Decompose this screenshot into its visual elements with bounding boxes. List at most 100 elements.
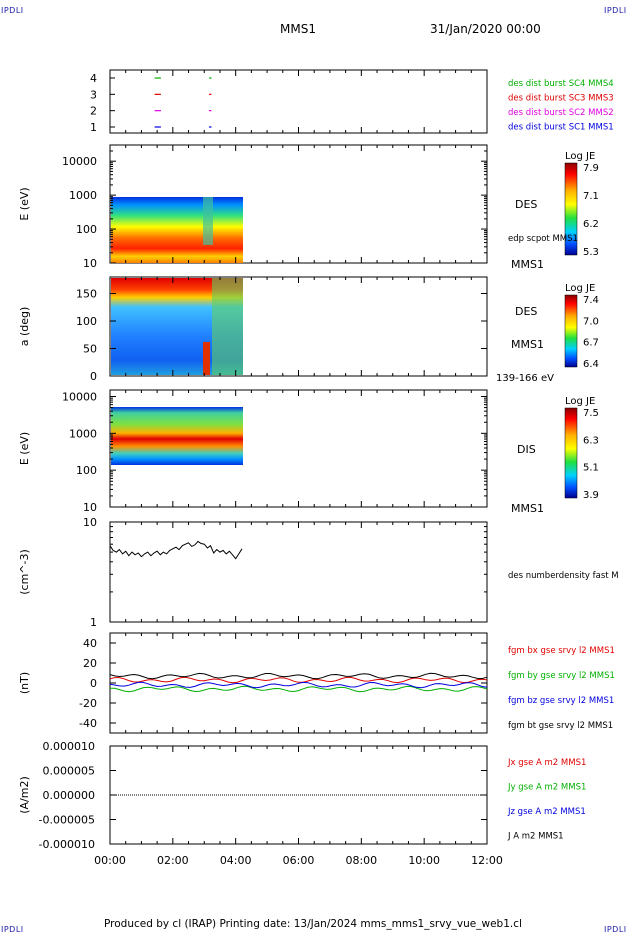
ytick-label: 0.000005 [43, 765, 96, 778]
ytick-label: -40 [79, 717, 97, 730]
xtick-label: 06:00 [283, 854, 315, 867]
xtick-label: 04:00 [220, 854, 252, 867]
y-axis-label: E (eV) [18, 187, 31, 220]
colorbar-tick-label: 3.9 [583, 490, 599, 501]
ytick-label: 100 [76, 315, 97, 328]
ytick-label: 0.000000 [43, 789, 96, 802]
corner-label-bottom-right: IPDLI [604, 925, 627, 934]
colorbar-des-energy [564, 162, 578, 256]
date-title: 31/Jan/2020 00:00 [430, 22, 541, 36]
colorbar-tick-label: 7.1 [583, 191, 599, 202]
right-label: MMS1 [511, 338, 544, 351]
corner-label-bottom-left: IPDLI [1, 925, 24, 934]
panel-frame-density [109, 521, 488, 623]
ytick-label: -0.000005 [39, 814, 95, 827]
y-axis-label: E (eV) [18, 432, 31, 465]
bfield-series-line [109, 676, 488, 684]
avail-ytick-label: 3 [90, 88, 97, 101]
right-label: DES [515, 305, 537, 318]
colorbar-tick-label: 5.3 [583, 247, 599, 258]
current-legend-entry: J A m2 MMS1 [507, 832, 564, 842]
ytick-label: 10 [83, 501, 97, 514]
bfield-legend-entry: fgm by gse srvy l2 MMS1 [508, 671, 615, 681]
bfield-series-line [109, 672, 488, 680]
mission-title: MMS1 [280, 22, 316, 36]
des-pitch-band-green [212, 278, 243, 375]
colorbar-tick-label: 6.2 [583, 219, 599, 230]
bfield-series-line [109, 685, 488, 693]
avail-legend-entry: des dist burst SC3 MMS3 [508, 94, 614, 104]
colorbar-tick-label: 7.9 [583, 163, 599, 174]
colorbar-tick-label: 6.3 [583, 435, 599, 446]
right-label: MMS1 [511, 502, 544, 515]
colorbar-tick-label: 6.4 [583, 359, 599, 370]
right-label: 139-166 eV [496, 373, 554, 384]
xtick-label: 00:00 [94, 854, 126, 867]
colorbar-tick-label: 5.1 [583, 463, 599, 474]
avail-ytick-label: 1 [90, 121, 97, 134]
des-energy-spectrogram [111, 197, 243, 263]
ytick-label: -0.000010 [39, 838, 95, 851]
corner-label-top-left: IPDLI [1, 6, 24, 15]
density-series-line [109, 540, 243, 560]
y-axis-label: (nT) [18, 672, 31, 694]
bfield-series-line [109, 681, 488, 689]
right-label: MMS1 [511, 258, 544, 271]
corner-label-top-right: IPDLI [604, 6, 627, 15]
ytick-label: -20 [79, 697, 97, 710]
colorbar-des-pitch [564, 294, 578, 368]
colorbar-title: Log JE [565, 283, 595, 294]
colorbar-tick-label: 7.4 [583, 295, 599, 306]
avail-ytick-label: 4 [90, 72, 97, 85]
ytick-label: 1000 [69, 189, 97, 202]
xtick-label: 10:00 [408, 854, 440, 867]
avail-ytick-label: 2 [90, 105, 97, 118]
panel-frame-availability [109, 69, 488, 134]
right-label: DIS [517, 443, 536, 456]
avail-legend-entry: des dist burst SC1 MMS1 [508, 123, 614, 133]
ytick-label: 10 [83, 516, 97, 529]
ytick-label: 150 [76, 288, 97, 301]
y-axis-label: a (deg) [18, 307, 31, 347]
des-energy-feature [203, 197, 213, 245]
current-legend-entry: Jz gse A m2 MMS1 [507, 807, 586, 817]
avail-legend-entry: des dist burst SC4 MMS4 [508, 79, 614, 89]
colorbar-tick-label: 7.0 [583, 316, 599, 327]
colorbar-tick-label: 7.5 [583, 408, 599, 419]
ytick-label: 100 [76, 464, 97, 477]
des-pitch-burst [203, 342, 210, 375]
bfield-legend-entry: fgm bz gse srvy l2 MMS1 [508, 696, 614, 706]
ytick-label: 20 [83, 657, 97, 670]
right-label: DES [515, 198, 537, 211]
colorbar-dis-energy [564, 407, 578, 499]
dynamic-marks: 1 2 3 4 des dist burst SC1 MMS1 des dist burs… [18, 70, 619, 867]
current-legend-entry: Jy gse A m2 MMS1 [507, 783, 586, 793]
current-legend-entry: Jx gse A m2 MMS1 [507, 758, 586, 768]
ytick-label: 10000 [62, 155, 97, 168]
ytick-label: 10000 [62, 390, 97, 403]
bfield-legend-entry: fgm bt gse srvy l2 MMS1 [508, 721, 613, 731]
y-axis-label: (cm^-3) [18, 549, 31, 595]
ytick-label: 100 [76, 223, 97, 236]
ytick-label: 0.000010 [43, 740, 96, 753]
dis-energy-spectrogram [111, 407, 243, 465]
ytick-label: 0 [90, 677, 97, 690]
y-axis-label: (A/m2) [18, 776, 31, 814]
ytick-label: 10 [83, 257, 97, 270]
right-label: edp scpot MMS1 [508, 234, 578, 244]
colorbar-tick-label: 6.7 [583, 338, 599, 349]
ytick-label: 1 [90, 616, 97, 629]
avail-legend-entry: des dist burst SC2 MMS2 [508, 108, 614, 118]
colorbar-title: Log JE [565, 396, 595, 407]
ytick-label: 50 [83, 343, 97, 356]
stacked-plot: 1 2 3 4 des dist burst SC1 MMS1 des dist burs… [18, 69, 619, 867]
ytick-label: 1000 [69, 427, 97, 440]
density-legend-entry: des numberdensity fast M [508, 571, 619, 581]
xtick-label: 02:00 [157, 854, 189, 867]
colorbar-title: Log JE [565, 151, 595, 162]
xtick-label: 08:00 [345, 854, 377, 867]
footer-text: Produced by cl (IRAP) Printing date: 13/… [104, 918, 522, 930]
ytick-label: 0 [90, 370, 97, 383]
xtick-label: 12:00 [471, 854, 503, 867]
bfield-legend-entry: fgm bx gse srvy l2 MMS1 [508, 646, 615, 656]
